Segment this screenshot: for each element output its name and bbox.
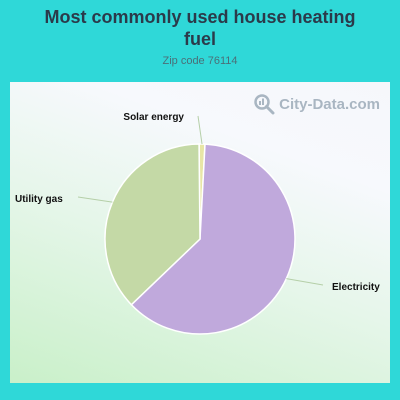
leader-line-electricity [286,278,324,286]
leader-line-solar-energy [197,115,203,145]
chart-title-line-1: Most commonly used house heating [44,7,356,27]
chart-title-line-2: fuel [183,29,216,49]
watermark: City-Data.com [253,93,380,115]
magnifier-icon [254,94,275,115]
chart-panel: City-Data.com Electricity Utility gas Sola… [10,82,390,383]
pie-chart: Electricity Utility gas Solar energy [15,112,380,335]
chart-title: Most commonly used house heating fuel [0,6,400,50]
chart-subtitle: Zip code 76114 [162,55,238,67]
slice-label-utility-gas: Utility gas [15,194,63,205]
slice-label-electricity: Electricity [332,282,380,293]
watermark-text: City-Data.com [279,95,380,113]
leader-line-utility-gas [77,196,113,203]
slice-label-solar-energy: Solar energy [123,112,184,123]
pie-slice-utility-gas [104,143,201,306]
